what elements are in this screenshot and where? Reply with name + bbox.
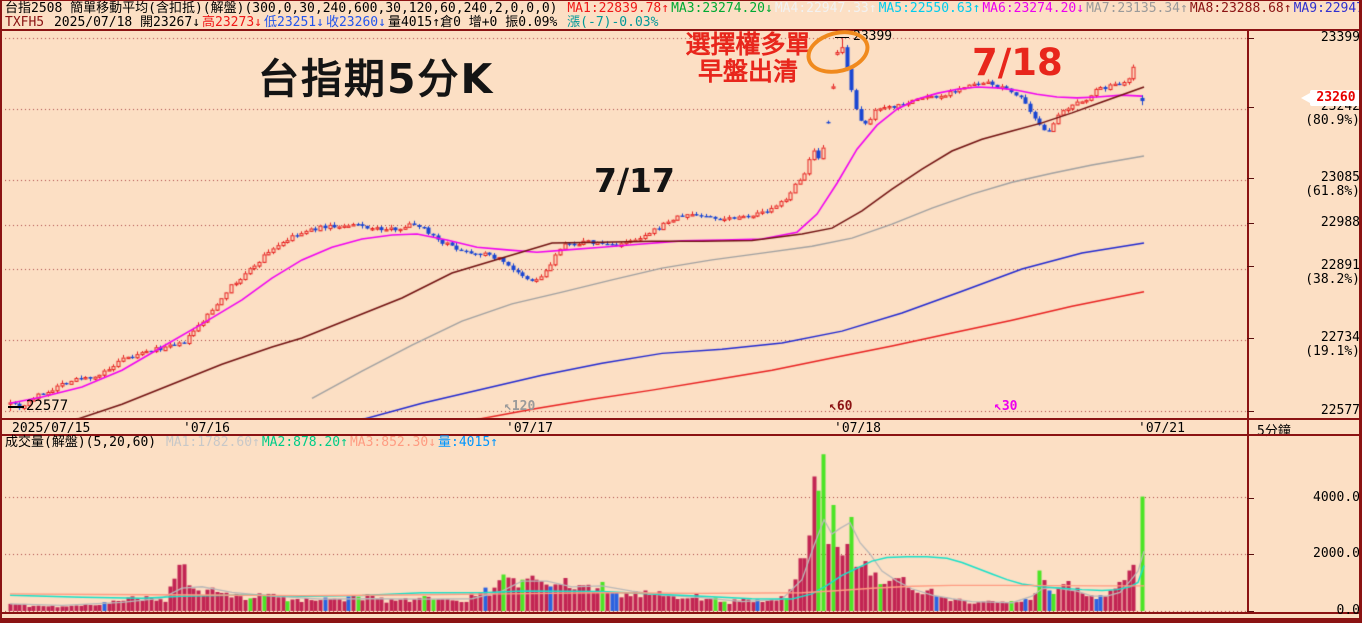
header-segment: 高23273↓ <box>202 15 262 30</box>
header-segment: 2025/07/18 開23267↓ <box>53 15 201 30</box>
header-segment: MA5:22550.63↑ <box>878 1 981 16</box>
date-axis-label: '07/21 <box>1138 421 1185 436</box>
option-exit-note-line1: 選擇權多單 <box>685 30 811 59</box>
last-price-tag: 23260 <box>1301 90 1359 106</box>
header-segment: TXFH5 <box>5 15 52 30</box>
session-high-label: 23399 <box>853 29 893 44</box>
header-segment: MA7:23135.34↑ <box>1086 1 1188 16</box>
date-axis-label: '07/17 <box>506 421 553 436</box>
axis-tick <box>1247 107 1254 108</box>
header-segment: 低23251↓ <box>264 15 324 30</box>
axis-label: (38.2%) <box>1305 272 1360 287</box>
axis-label: 23085 <box>1320 170 1360 185</box>
instrument-header-line: 台指2508 簡單移動平均(含扣抵)(解盤)(300,0,30,240,600,… <box>5 1 1362 16</box>
ma-deduction-marker: ↖120 <box>504 399 536 414</box>
header-segment: MA3:23274.20↓ <box>671 1 773 16</box>
high-marker-dash <box>835 37 849 38</box>
header-segment: MA1:1782.60↑ <box>165 435 260 450</box>
axis-tick <box>1247 554 1254 555</box>
axis-tick <box>1247 611 1254 612</box>
axis-tick <box>1247 223 1254 224</box>
header-segment: 量:4015↑ <box>438 435 498 450</box>
volume-panel-bottom-border <box>2 612 1359 614</box>
header-segment: 漲(-7)-0.03% <box>567 15 659 30</box>
header-segment: MA4:22947.33↑ <box>774 1 877 16</box>
axis-label: 4000.0 <box>1313 490 1360 505</box>
axis-label: 0.0 <box>1336 603 1360 618</box>
axis-label: 22988 <box>1320 215 1360 230</box>
axis-tick <box>1247 38 1254 39</box>
price-panel-bottom-border <box>2 418 1359 420</box>
header-segment: MA3:852.30↓ <box>349 435 437 450</box>
axis-label: 23399 <box>1320 30 1360 45</box>
interval-selector[interactable]: 5分鐘 <box>1257 424 1291 439</box>
date-axis-label: '07/18 <box>834 421 881 436</box>
header-segment: MA2:878.20↑ <box>261 435 348 450</box>
axis-tick <box>1247 498 1254 499</box>
date-annotation-0718: 7/18 <box>972 41 1063 84</box>
right-axis-line <box>1247 30 1249 613</box>
date-axis-label: '07/16 <box>183 421 230 436</box>
header-segment: 收23260↓ <box>325 15 386 30</box>
ma-deduction-marker: ↖30 <box>994 399 1018 414</box>
axis-label: 2000.0 <box>1313 546 1360 561</box>
axis-label: (19.1%) <box>1305 344 1360 359</box>
session-low-label: 22577 <box>26 398 69 414</box>
header-segment: 台指2508 簡單移動平均(含扣抵)(解盤)(300,0,30,240,600,… <box>5 1 566 16</box>
header-segment: 成交量(解盤)(5,20,60) <box>5 435 164 450</box>
option-exit-note: 選擇權多單 早盤出清 <box>662 31 834 85</box>
axis-tick <box>1247 178 1254 179</box>
volume-header-line: 成交量(解盤)(5,20,60) MA1:1782.60↑ MA2:878.20↑… <box>5 436 500 450</box>
axis-label: (80.9%) <box>1305 113 1360 128</box>
header-segment: MA6:23274.20↓ <box>982 1 1085 16</box>
header-segment: MA1:22839.78↑ <box>567 1 670 16</box>
axis-tick <box>1247 338 1254 339</box>
low-marker-dash <box>8 406 24 408</box>
axis-label: 22577 <box>1320 403 1360 418</box>
chart-title-annotation: 台指期5分K <box>258 55 495 103</box>
axis-tick <box>1247 266 1254 267</box>
axis-label: 22891 <box>1320 258 1360 273</box>
quote-header-line: TXFH5 2025/07/18 開23267↓ 高23273↓ 低23251↓ 收2… <box>5 16 660 30</box>
axis-tick <box>1247 411 1254 412</box>
date-annotation-0717: 7/17 <box>594 161 675 200</box>
date-axis-label: 2025/07/15 <box>12 421 91 436</box>
volume-chart-canvas[interactable] <box>5 435 1247 613</box>
price-chart-canvas[interactable] <box>5 30 1247 419</box>
header-segment: MA9:22947.33 <box>1293 1 1362 16</box>
option-exit-note-line2: 早盤出清 <box>697 57 798 86</box>
header-segment: 量4015↑倉0 增+0 振0.09% <box>387 15 566 30</box>
axis-label: (61.8%) <box>1305 184 1360 199</box>
ma-deduction-marker: ↖60 <box>829 399 853 414</box>
axis-label: 22734 <box>1320 330 1360 345</box>
header-segment: MA8:23288.68↑ <box>1189 1 1292 16</box>
